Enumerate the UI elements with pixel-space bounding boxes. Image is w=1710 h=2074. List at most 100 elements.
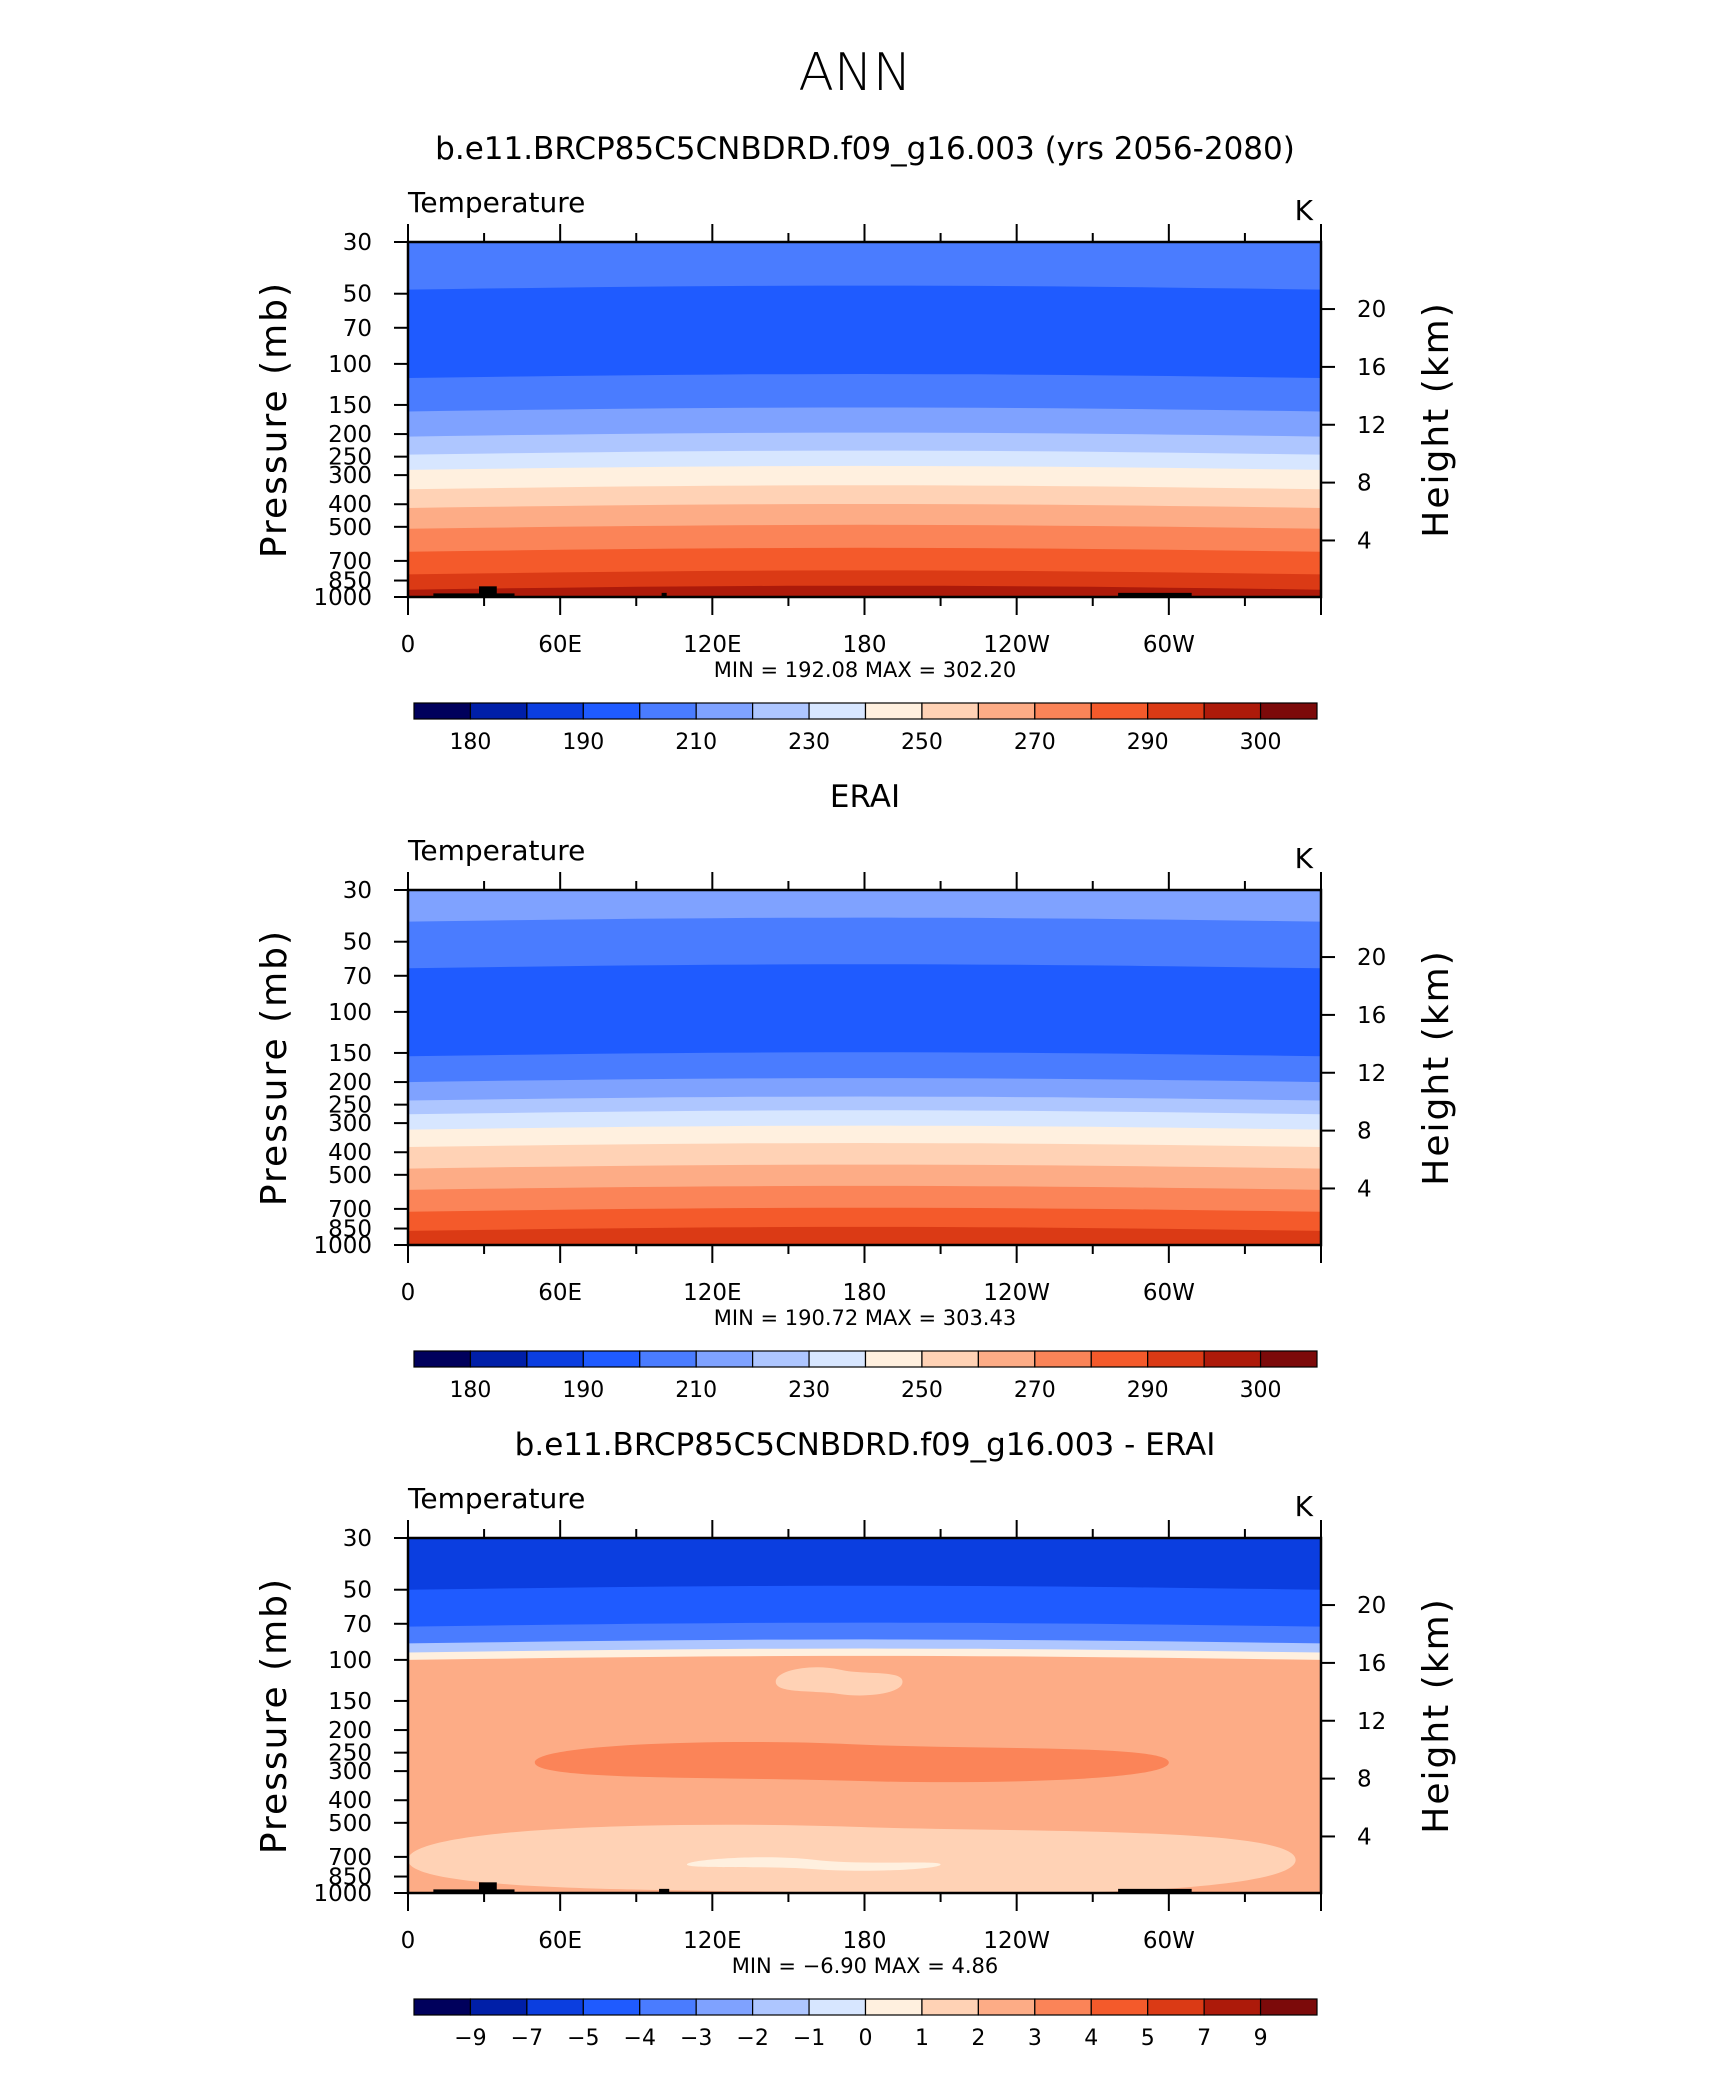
- terrain-mask: [433, 1889, 515, 1893]
- y-tick-label: 850: [328, 569, 372, 595]
- y-tick-label: 250: [328, 1741, 372, 1767]
- figure-title: ANN: [798, 43, 911, 103]
- colorbar-label: 210: [675, 730, 717, 755]
- contour-band: [408, 1622, 1321, 1646]
- contour-band: [408, 1538, 1321, 1592]
- contour-band: [408, 1585, 1321, 1629]
- colorbar-label: −7: [511, 2026, 543, 2051]
- panel-2: ERAI Temperature K 0 60E 120E 180 120W 60W 30 50 70…: [254, 779, 1457, 1403]
- contour-band: [408, 1125, 1321, 1150]
- x-tick-label: 120W: [983, 1928, 1050, 1954]
- contour-band: [408, 917, 1321, 971]
- y-tick-label: 400: [328, 1788, 372, 1814]
- colorbar-box: [864, 1998, 923, 2016]
- x-tick-label: 120W: [983, 632, 1050, 658]
- y-tick-label: 100: [328, 352, 372, 378]
- y-tick-label: 100: [328, 1648, 372, 1674]
- panel-1: b.e11.BRCP85C5CNBDRD.f09_g16.003 (yrs 20…: [254, 131, 1457, 755]
- y-tick-label: 150: [328, 1689, 372, 1715]
- y-tick-label: 500: [328, 1163, 372, 1189]
- colorbar-box: [582, 1998, 641, 2016]
- terrain-mask: [1118, 1888, 1192, 1893]
- colorbar-box: [921, 702, 979, 720]
- y-tick-label: 50: [343, 930, 372, 956]
- colorbar-box: [1203, 1998, 1262, 2016]
- colorbar-label: −1: [793, 2026, 825, 2051]
- y-tick-label: 250: [328, 445, 372, 471]
- colorbar-box: [413, 1350, 472, 1368]
- x-tick-label: 120E: [683, 1928, 741, 1954]
- contour-band: [408, 465, 1321, 492]
- contour-band: [408, 890, 1321, 924]
- contour-band: [408, 964, 1321, 1059]
- terrain-mask: [433, 593, 515, 597]
- colorbar-label: 300: [1240, 730, 1282, 755]
- contour-band: [408, 407, 1321, 439]
- colorbar-label: 190: [562, 1378, 604, 1403]
- y2-tick-label: 4: [1357, 1824, 1372, 1850]
- y-tick-label: 1000: [313, 1881, 372, 1907]
- colorbar-box: [526, 1998, 584, 2016]
- y-tick-label: 300: [328, 1759, 372, 1785]
- contour-band: [408, 1110, 1321, 1132]
- contour-band: [408, 374, 1321, 414]
- colorbar-label: 3: [1028, 2026, 1042, 2051]
- y2-tick-label: 20: [1357, 945, 1386, 971]
- contour-band: [408, 504, 1321, 531]
- colorbar-box: [864, 702, 923, 720]
- y-tick-label: 850: [328, 1217, 372, 1243]
- colorbar-box: [1090, 702, 1149, 720]
- colorbar-box: [526, 1350, 584, 1368]
- y-tick-label: 500: [328, 1811, 372, 1837]
- variable-label: Temperature: [407, 186, 585, 219]
- contour-patch: [408, 1824, 1296, 1893]
- contour-band: [408, 1226, 1321, 1245]
- panel-title: b.e11.BRCP85C5CNBDRD.f09_g16.003 (yrs 20…: [435, 131, 1295, 167]
- colorbar-label: 7: [1197, 2026, 1211, 2051]
- y-tick-label: 50: [343, 282, 372, 308]
- min-max-stats: MIN = 190.72 MAX = 303.43: [714, 1306, 1016, 1330]
- colorbar-box: [752, 1350, 810, 1368]
- y2-tick-label: 16: [1357, 1651, 1386, 1677]
- colorbar-box: [526, 702, 584, 720]
- y-tick-label: 70: [343, 316, 372, 342]
- colorbar-label: 250: [901, 1378, 943, 1403]
- panels: b.e11.BRCP85C5CNBDRD.f09_g16.003 (yrs 20…: [254, 131, 1457, 2051]
- units-label: K: [1295, 194, 1314, 227]
- colorbar-box: [469, 702, 528, 720]
- contour-field: [408, 890, 1321, 1245]
- x-tick-label: 0: [401, 1280, 416, 1306]
- y2-tick-label: 8: [1357, 471, 1372, 497]
- colorbar-box: [752, 702, 810, 720]
- y2-tick-label: 12: [1357, 1061, 1386, 1087]
- min-max-stats: MIN = −6.90 MAX = 4.86: [732, 1954, 999, 1978]
- contour-band: [408, 1078, 1321, 1103]
- colorbar-label: 210: [675, 1378, 717, 1403]
- contour-patch: [775, 1667, 903, 1696]
- x-tick-label: 120E: [683, 632, 741, 658]
- colorbar-label: 4: [1084, 2026, 1098, 2051]
- x-tick-label: 60W: [1143, 632, 1195, 658]
- colorbar-box: [1034, 1350, 1092, 1368]
- y-axis-title: Pressure (mb): [254, 929, 295, 1206]
- y-tick-label: 250: [328, 1093, 372, 1119]
- y-tick-label: 70: [343, 1612, 372, 1638]
- x-tick-label: 60W: [1143, 1280, 1195, 1306]
- terrain-mask: [1118, 592, 1192, 597]
- colorbar-label: −4: [624, 2026, 656, 2051]
- colorbar-box: [1034, 1998, 1092, 2016]
- colorbar-box: [921, 1998, 979, 2016]
- y-tick-label: 30: [343, 230, 372, 256]
- colorbar-label: 290: [1127, 730, 1169, 755]
- y-tick-label: 1000: [313, 1233, 372, 1259]
- y2-tick-label: 12: [1357, 1709, 1386, 1735]
- variable-label: Temperature: [407, 834, 585, 867]
- y-tick-label: 30: [343, 878, 372, 904]
- y-tick-label: 150: [328, 393, 372, 419]
- contour-band: [408, 1207, 1321, 1233]
- colorbar-box: [808, 1998, 867, 2016]
- x-tick-label: 60E: [538, 632, 582, 658]
- contour-band: [408, 1052, 1321, 1085]
- units-label: K: [1295, 842, 1314, 875]
- min-max-stats: MIN = 192.08 MAX = 302.20: [714, 658, 1016, 682]
